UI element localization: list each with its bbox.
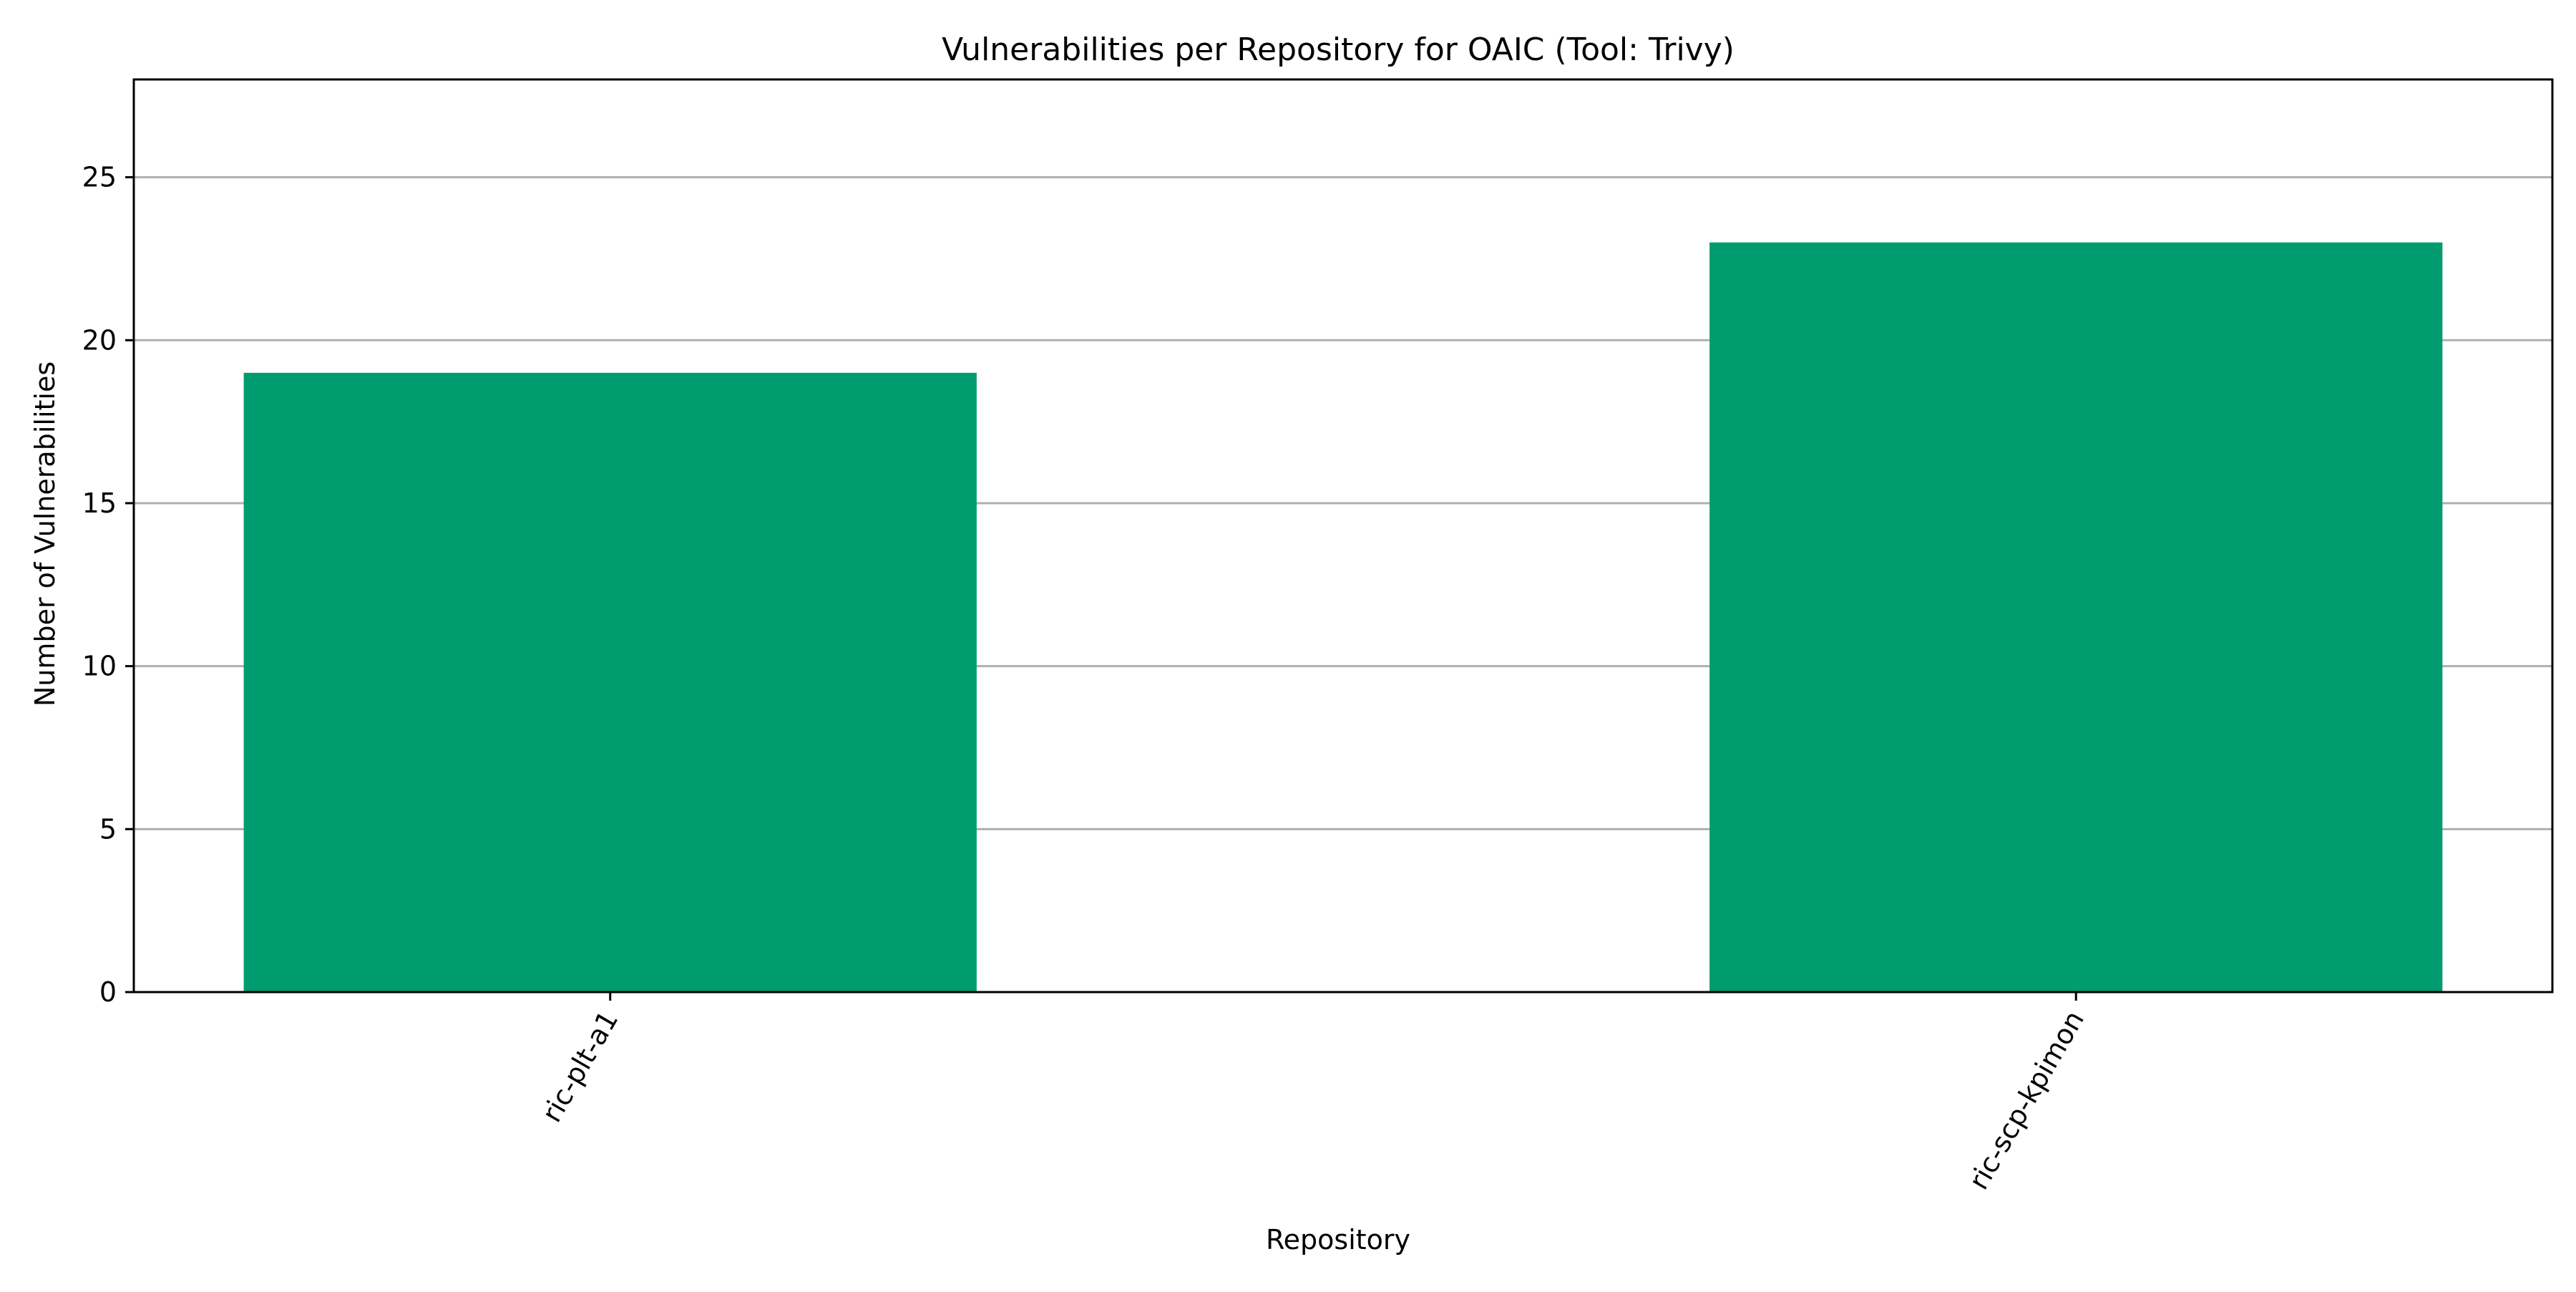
y-axis-ticks: 0 5 10 15 20 25 [82,162,134,1008]
plot-frame [132,78,2554,994]
y-tick-label-25: 25 [82,162,117,193]
bar-ric-plt-a1[interactable] [243,372,977,992]
y-tick-label-0: 0 [99,976,117,1008]
bars [243,242,2443,992]
y-tick-label-15: 15 [82,487,117,519]
y-axis-label: Number of Vulnerabilities [29,361,61,706]
chart-title: Vulnerabilities per Repository for OAIC … [942,31,1735,68]
y-tick-label-20: 20 [82,324,117,356]
x-axis-label: Repository [1266,1224,1410,1255]
y-tick-label-10: 10 [82,651,117,682]
bar-ric-scp-kpimon[interactable] [1709,242,2443,992]
y-tick-label-5: 5 [99,813,117,845]
